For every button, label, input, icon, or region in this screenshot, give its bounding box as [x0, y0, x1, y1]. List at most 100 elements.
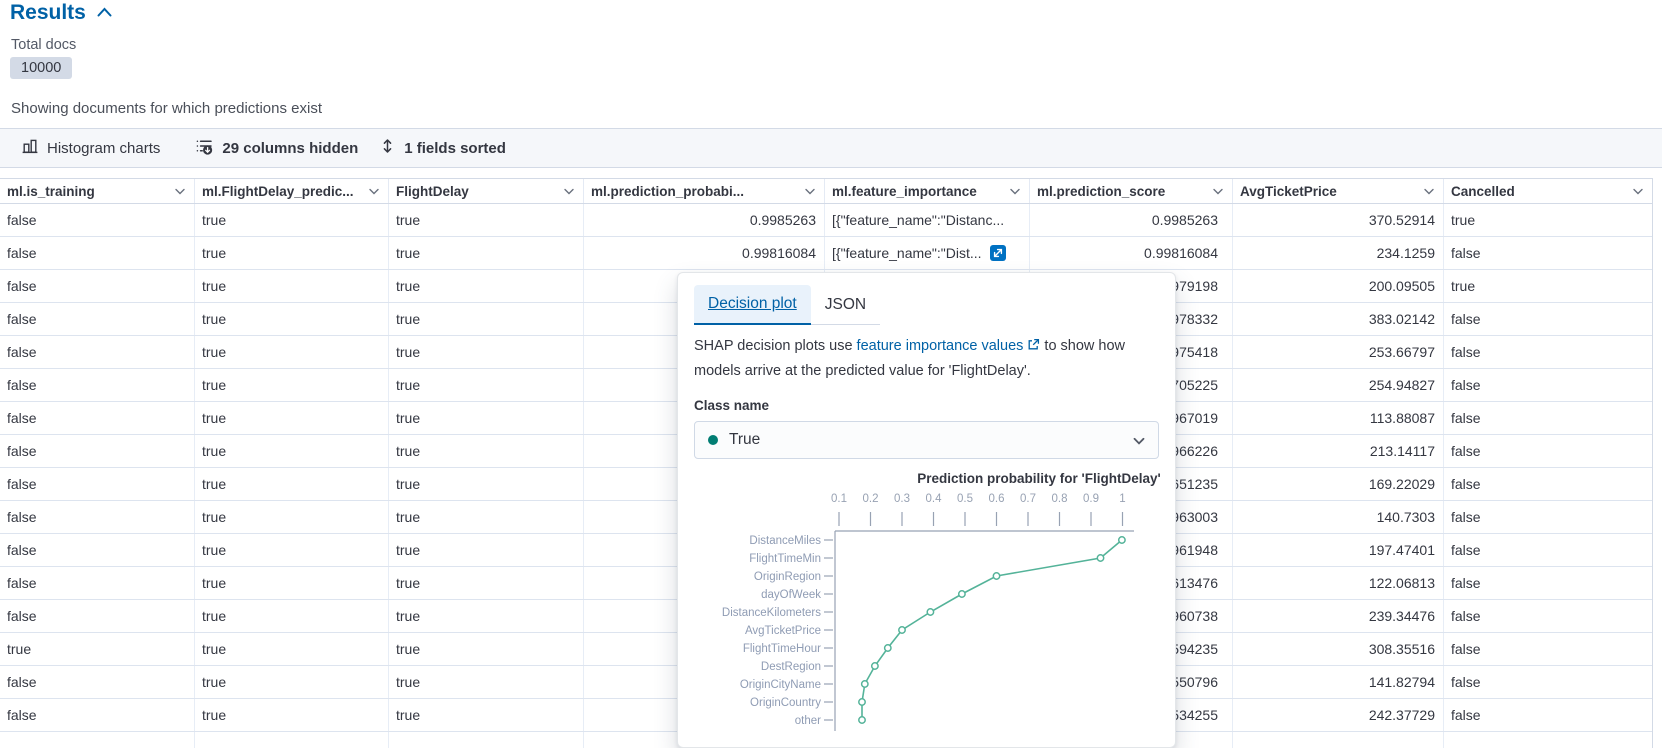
grid-cell[interactable]: true — [1444, 204, 1652, 236]
grid-cell[interactable]: true — [195, 468, 389, 500]
results-accordion-toggle[interactable]: Results — [10, 1, 112, 25]
grid-cell[interactable]: false — [1444, 402, 1652, 434]
chevron-down-icon[interactable] — [1423, 187, 1435, 196]
grid-cell[interactable]: 967019 — [1030, 402, 1233, 434]
grid-cell[interactable]: 122.06813 — [1233, 567, 1444, 599]
grid-cell[interactable]: 254.94827 — [1233, 369, 1444, 401]
column-header-flightdelay[interactable]: FlightDelay — [389, 179, 584, 203]
grid-cell[interactable]: true — [195, 666, 389, 698]
chevron-down-icon[interactable] — [1009, 187, 1021, 196]
grid-cell[interactable]: true — [389, 633, 584, 665]
grid-cell[interactable]: [{"feature_name":"Dist... — [825, 237, 1030, 269]
grid-cell[interactable]: true — [195, 501, 389, 533]
grid-cell[interactable]: true — [195, 633, 389, 665]
column-header-avgticketprice[interactable]: AvgTicketPrice — [1233, 179, 1444, 203]
chevron-up-icon[interactable] — [97, 4, 112, 22]
grid-cell[interactable]: 978332 — [1030, 303, 1233, 335]
tab-decision-plot[interactable]: Decision plot — [694, 285, 811, 325]
chevron-down-icon[interactable] — [1212, 187, 1224, 196]
grid-cell[interactable]: false — [1444, 237, 1652, 269]
grid-cell[interactable]: true — [195, 237, 389, 269]
grid-cell[interactable]: true — [195, 204, 389, 236]
grid-cell[interactable] — [0, 732, 195, 748]
grid-cell[interactable]: 534255 — [1030, 699, 1233, 731]
grid-cell[interactable]: true — [389, 369, 584, 401]
grid-cell[interactable]: true — [195, 303, 389, 335]
grid-cell[interactable]: 370.52914 — [1233, 204, 1444, 236]
grid-cell[interactable]: false — [0, 204, 195, 236]
grid-cell[interactable]: true — [195, 270, 389, 302]
grid-cell[interactable]: true — [195, 402, 389, 434]
grid-cell[interactable]: true — [0, 633, 195, 665]
grid-cell[interactable]: 234.1259 — [1233, 237, 1444, 269]
column-header-ml-flightdelay-predic-[interactable]: ml.FlightDelay_predic... — [195, 179, 389, 203]
grid-cell[interactable]: false — [1444, 501, 1652, 533]
grid-cell[interactable]: false — [1444, 567, 1652, 599]
grid-cell[interactable] — [1233, 732, 1444, 748]
column-header-cancelled[interactable]: Cancelled — [1444, 179, 1652, 203]
grid-cell[interactable]: 975418 — [1030, 336, 1233, 368]
histogram-charts-button[interactable]: Histogram charts — [22, 138, 160, 158]
grid-cell[interactable]: true — [389, 600, 584, 632]
grid-cell[interactable]: 613476 — [1030, 567, 1233, 599]
chevron-down-icon[interactable] — [804, 187, 816, 196]
grid-cell[interactable]: false — [0, 435, 195, 467]
grid-cell[interactable]: false — [1444, 369, 1652, 401]
grid-cell[interactable]: 963003 — [1030, 501, 1233, 533]
grid-cell[interactable]: 383.02142 — [1233, 303, 1444, 335]
column-header-ml-feature-importance[interactable]: ml.feature_importance — [825, 179, 1030, 203]
grid-cell[interactable]: false — [0, 402, 195, 434]
chevron-down-icon[interactable] — [174, 187, 186, 196]
grid-cell[interactable]: true — [195, 534, 389, 566]
grid-cell[interactable]: 308.35516 — [1233, 633, 1444, 665]
column-header-ml-prediction-probabi-[interactable]: ml.prediction_probabi... — [584, 179, 825, 203]
grid-cell[interactable]: true — [389, 699, 584, 731]
grid-cell[interactable]: 213.14117 — [1233, 435, 1444, 467]
grid-cell[interactable]: 0.99816084 — [584, 237, 825, 269]
grid-cell[interactable]: 705225 — [1030, 369, 1233, 401]
grid-cell[interactable]: false — [0, 303, 195, 335]
feature-importance-link[interactable]: feature importance values — [856, 338, 1024, 354]
grid-cell[interactable]: 242.37729 — [1233, 699, 1444, 731]
grid-cell[interactable] — [1444, 732, 1652, 748]
grid-cell[interactable]: false — [1444, 699, 1652, 731]
grid-cell[interactable]: 169.22029 — [1233, 468, 1444, 500]
grid-cell[interactable] — [195, 732, 389, 748]
grid-cell[interactable]: 0.9985263 — [1030, 204, 1233, 236]
grid-cell[interactable]: [{"feature_name":"Distanc... — [825, 204, 1030, 236]
chevron-down-icon[interactable] — [563, 187, 575, 196]
grid-cell[interactable]: true — [195, 435, 389, 467]
grid-cell[interactable]: 197.47401 — [1233, 534, 1444, 566]
grid-cell[interactable]: false — [1444, 534, 1652, 566]
grid-cell[interactable]: true — [195, 567, 389, 599]
grid-cell[interactable]: 960738 — [1030, 600, 1233, 632]
external-link-icon[interactable] — [1027, 335, 1040, 359]
grid-cell[interactable]: 979198 — [1030, 270, 1233, 302]
grid-cell[interactable]: true — [389, 402, 584, 434]
grid-cell[interactable]: false — [0, 336, 195, 368]
grid-cell[interactable]: false — [1444, 633, 1652, 665]
grid-cell[interactable]: true — [389, 435, 584, 467]
grid-cell[interactable]: true — [389, 270, 584, 302]
grid-cell[interactable]: true — [389, 534, 584, 566]
expand-cell-icon[interactable] — [989, 245, 1006, 261]
grid-cell[interactable]: true — [389, 567, 584, 599]
grid-cell[interactable]: true — [389, 336, 584, 368]
grid-cell[interactable]: 550796 — [1030, 666, 1233, 698]
fields-sorted-button[interactable]: 1 fields sorted — [380, 138, 506, 158]
grid-cell[interactable]: true — [389, 204, 584, 236]
grid-cell[interactable]: false — [0, 666, 195, 698]
chevron-down-icon[interactable] — [1632, 187, 1644, 196]
chevron-down-icon[interactable] — [368, 187, 380, 196]
grid-cell[interactable]: false — [1444, 336, 1652, 368]
grid-cell[interactable]: 966226 — [1030, 435, 1233, 467]
grid-cell[interactable]: true — [389, 303, 584, 335]
grid-cell[interactable]: false — [1444, 303, 1652, 335]
grid-cell[interactable]: true — [389, 666, 584, 698]
grid-cell[interactable]: 961948 — [1030, 534, 1233, 566]
grid-cell[interactable] — [1030, 732, 1233, 748]
grid-cell[interactable]: 0.99816084 — [1030, 237, 1233, 269]
grid-cell[interactable]: false — [0, 600, 195, 632]
grid-cell[interactable]: true — [1444, 270, 1652, 302]
tab-json[interactable]: JSON — [810, 285, 881, 325]
